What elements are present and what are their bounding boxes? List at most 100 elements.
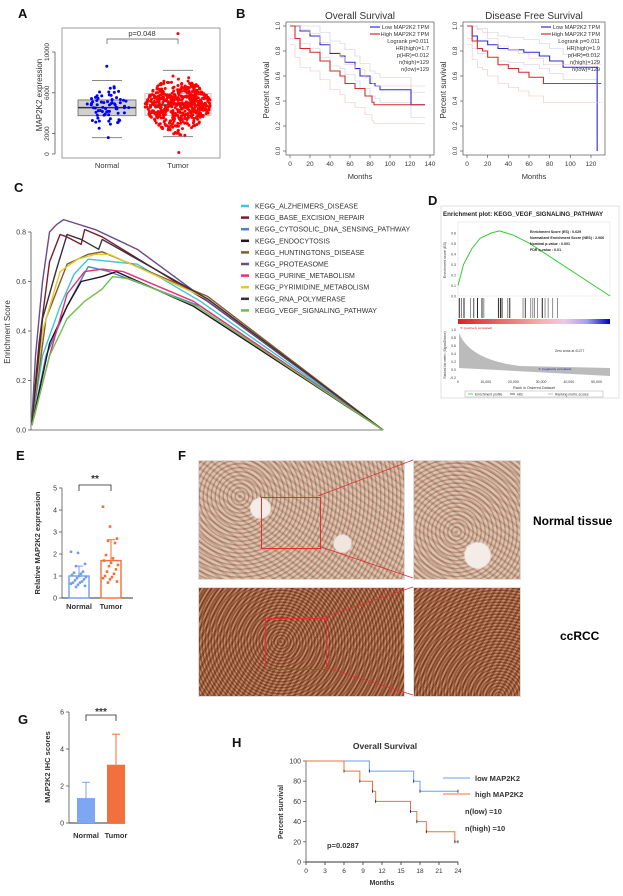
- zoom-box-normal: [261, 497, 321, 549]
- confidence-band: [290, 38, 425, 118]
- data-point: [187, 76, 191, 80]
- survival-curve: [306, 760, 458, 792]
- panel-d-chart: Enrichment plot: KEGG_VEGF_SIGNALING_PAT…: [440, 205, 620, 399]
- y-tick-label: 0.0: [453, 146, 459, 155]
- data-point: [181, 96, 185, 100]
- data-point: [153, 112, 157, 116]
- y-tick-label: 0.8: [451, 336, 456, 340]
- data-point: [184, 86, 188, 90]
- confidence-band: [467, 25, 602, 66]
- data-point: [188, 81, 192, 85]
- data-point: [157, 87, 161, 91]
- data-point: [162, 95, 166, 99]
- y-tick-label: 0.8: [276, 46, 282, 55]
- data-point: [148, 114, 152, 118]
- data-point: [173, 92, 177, 96]
- data-point: [176, 101, 180, 105]
- data-point: [74, 585, 78, 589]
- y-tick-label: 0.4: [453, 96, 459, 105]
- data-point: [127, 106, 131, 110]
- data-point: [171, 95, 175, 99]
- plot-frame: [61, 27, 221, 159]
- data-point: [85, 102, 89, 106]
- y-tick-label: 0.5: [451, 242, 456, 246]
- data-point: [110, 575, 114, 579]
- data-point: [107, 119, 111, 123]
- x-tick-label: 120: [586, 161, 597, 168]
- data-point: [106, 136, 110, 140]
- data-point: [153, 99, 157, 103]
- data-point: [79, 572, 83, 576]
- legend-entry: Hits: [517, 393, 523, 397]
- data-point: [156, 84, 160, 88]
- data-point: [107, 564, 111, 568]
- y-axis-label: Relative MAP2K2 expression: [33, 491, 42, 594]
- data-point: [168, 94, 172, 98]
- data-point: [115, 107, 119, 111]
- data-point: [179, 121, 183, 125]
- panel-label-h: H: [232, 735, 242, 750]
- y-axis-label: Enrichment score (ES): [443, 242, 447, 278]
- data-point: [150, 93, 154, 97]
- data-point: [70, 573, 74, 577]
- data-point: [173, 112, 177, 116]
- data-point: [162, 119, 166, 123]
- x-tick-label: 0: [288, 161, 292, 168]
- data-point: [105, 110, 109, 114]
- y-tick-label: 0.4: [276, 96, 282, 105]
- x-axis-label: Months: [370, 880, 395, 887]
- data-point: [183, 113, 187, 117]
- data-point: [145, 102, 149, 106]
- data-point: [183, 89, 187, 93]
- data-point: [175, 107, 179, 111]
- x-tick-label: Normal: [66, 602, 92, 611]
- data-point: [146, 107, 150, 111]
- data-point: [118, 98, 122, 102]
- x-axis-label: Months: [522, 172, 547, 181]
- legend-entry: High MAP2K2 TPM: [552, 32, 601, 38]
- data-point: [170, 125, 174, 129]
- stat-text: Nominal p-value : 0.001: [530, 242, 570, 246]
- p-value-label: p=0.0287: [327, 841, 359, 850]
- data-point: [186, 114, 190, 118]
- x-tick-label: 0: [304, 868, 308, 875]
- data-point: [200, 113, 204, 117]
- data-point: [207, 106, 211, 110]
- data-point: [97, 119, 101, 123]
- legend-entry: KEGG_PROTEASOME: [255, 262, 329, 269]
- data-point: [181, 120, 185, 124]
- data-point: [199, 98, 203, 102]
- data-point: [162, 81, 166, 85]
- data-point: [93, 106, 97, 110]
- panel-label-f: F: [178, 448, 186, 463]
- data-point: [117, 89, 121, 93]
- y-tick-label: 0: [53, 596, 57, 603]
- data-point: [84, 575, 88, 579]
- y-tick-label: 0.4: [451, 352, 456, 356]
- chart-title: Enrichment plot: KEGG_VEGF_SIGNALING_PAT…: [443, 211, 604, 218]
- y-tick-label: 0.1: [451, 284, 456, 288]
- data-point: [103, 112, 107, 116]
- data-point: [192, 96, 196, 100]
- x-tick-label: 30,000: [536, 380, 547, 384]
- data-point: [186, 79, 190, 83]
- significance-bracket: [106, 38, 179, 44]
- legend-entry: low MAP2K2: [475, 774, 520, 783]
- data-point: [103, 574, 107, 578]
- data-point: [185, 94, 189, 98]
- data-point: [101, 505, 105, 508]
- data-point: [183, 109, 187, 113]
- bar: [77, 798, 95, 823]
- legend-entry: KEGG_VEGF_SIGNALING_PATHWAY: [255, 308, 377, 315]
- data-point: [200, 90, 204, 94]
- data-point: [158, 106, 162, 110]
- data-point: [186, 103, 190, 107]
- data-point: [150, 109, 154, 113]
- data-point: [108, 117, 112, 121]
- x-tick-label: 20: [484, 161, 492, 168]
- confidence-band: [467, 44, 602, 103]
- data-point: [155, 87, 159, 91]
- y-tick-label: 60: [293, 799, 301, 806]
- data-point: [192, 86, 196, 90]
- data-point: [113, 541, 117, 545]
